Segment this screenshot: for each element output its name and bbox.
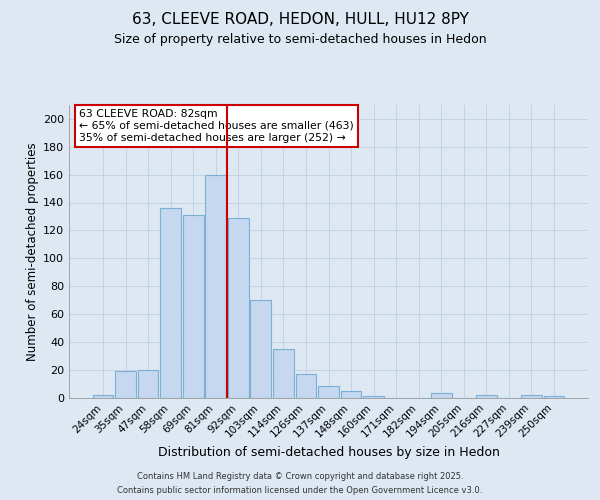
Y-axis label: Number of semi-detached properties: Number of semi-detached properties bbox=[26, 142, 39, 360]
Bar bbox=[228, 218, 248, 398]
Bar bbox=[205, 174, 226, 398]
Text: Contains public sector information licensed under the Open Government Licence v3: Contains public sector information licen… bbox=[118, 486, 482, 495]
Bar bbox=[318, 386, 339, 398]
Bar bbox=[115, 371, 136, 398]
Bar bbox=[476, 394, 497, 398]
Text: 63 CLEEVE ROAD: 82sqm
← 65% of semi-detached houses are smaller (463)
35% of sem: 63 CLEEVE ROAD: 82sqm ← 65% of semi-deta… bbox=[79, 110, 354, 142]
Text: Size of property relative to semi-detached houses in Hedon: Size of property relative to semi-detach… bbox=[113, 32, 487, 46]
Bar bbox=[521, 394, 542, 398]
Text: Contains HM Land Registry data © Crown copyright and database right 2025.: Contains HM Land Registry data © Crown c… bbox=[137, 472, 463, 481]
Bar bbox=[296, 374, 316, 398]
Bar bbox=[544, 396, 565, 398]
Bar bbox=[431, 394, 452, 398]
X-axis label: Distribution of semi-detached houses by size in Hedon: Distribution of semi-detached houses by … bbox=[158, 446, 499, 459]
Bar bbox=[363, 396, 384, 398]
Bar bbox=[341, 390, 361, 398]
Bar bbox=[183, 215, 203, 398]
Bar bbox=[273, 349, 294, 398]
Text: 63, CLEEVE ROAD, HEDON, HULL, HU12 8PY: 63, CLEEVE ROAD, HEDON, HULL, HU12 8PY bbox=[131, 12, 469, 28]
Bar bbox=[137, 370, 158, 398]
Bar bbox=[250, 300, 271, 398]
Bar bbox=[92, 394, 113, 398]
Bar bbox=[160, 208, 181, 398]
